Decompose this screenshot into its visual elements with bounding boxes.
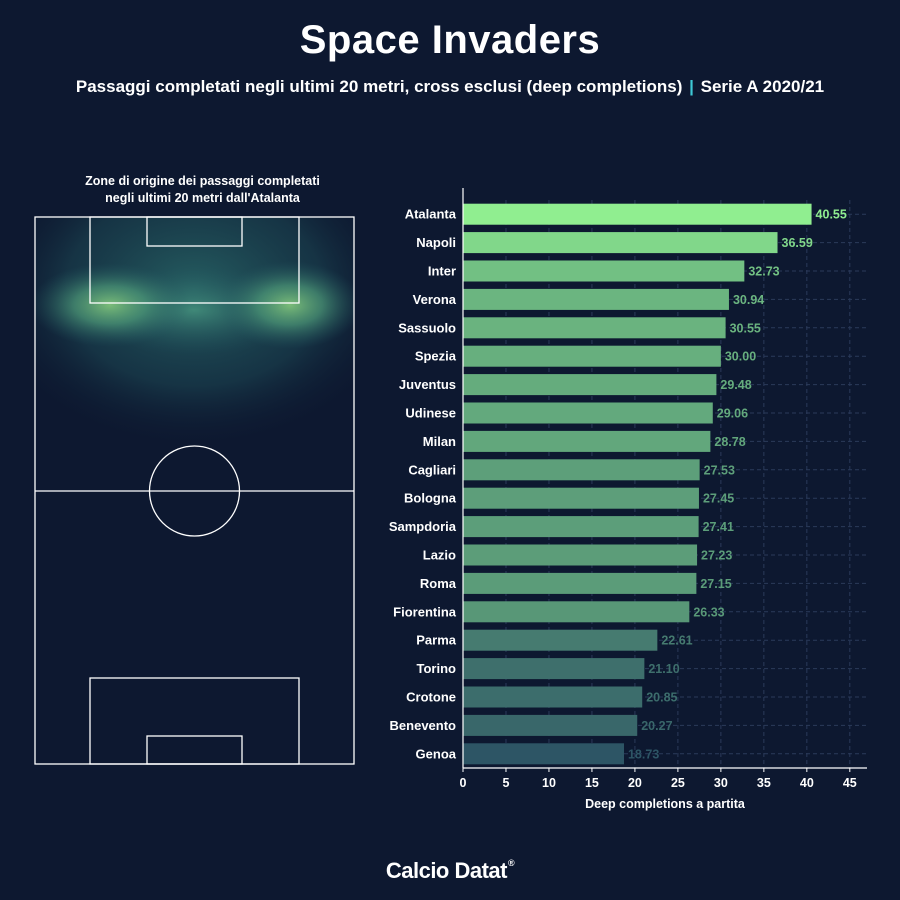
category-label: Napoli (416, 235, 456, 250)
value-label: 28.78 (714, 435, 745, 449)
bar-napoli (463, 232, 778, 254)
value-label: 29.48 (720, 378, 751, 392)
value-label: 20.27 (641, 719, 672, 733)
bar-atalanta (463, 203, 812, 225)
category-label: Benevento (390, 718, 457, 733)
bar-juventus (463, 374, 717, 396)
x-tick-label: 30 (714, 776, 728, 790)
x-tick-label: 0 (460, 776, 467, 790)
value-label: 18.73 (628, 747, 659, 761)
category-label: Lazio (423, 548, 456, 563)
pitch-caption-line1: Zone di origine dei passaggi completati (85, 174, 320, 188)
category-label: Verona (413, 292, 457, 307)
bar-genoa (463, 743, 624, 765)
bar-spezia (463, 345, 721, 367)
x-tick-label: 5 (503, 776, 510, 790)
value-label: 26.33 (693, 605, 724, 619)
value-label: 30.94 (733, 293, 764, 307)
value-label: 40.55 (816, 208, 847, 222)
bar-cagliari (463, 459, 700, 481)
category-label: Sampdoria (389, 519, 457, 534)
bar-verona (463, 288, 729, 310)
value-label: 27.41 (703, 520, 734, 534)
calcio-datat-logo: Calcio Datat® (0, 858, 900, 884)
category-label: Cagliari (408, 462, 456, 477)
x-tick-label: 10 (542, 776, 556, 790)
bar-roma (463, 572, 697, 594)
category-label: Sassuolo (398, 320, 456, 335)
category-label: Udinese (405, 406, 456, 421)
pitch-lines (34, 216, 355, 765)
category-label: Inter (428, 264, 456, 279)
value-label: 29.06 (717, 407, 748, 421)
subtitle-main: Passaggi completati negli ultimi 20 metr… (75, 77, 683, 96)
value-label: 30.55 (730, 321, 761, 335)
bar-benevento (463, 714, 638, 736)
subtitle-league: Serie A 2020/21 (700, 77, 825, 96)
x-axis-label: Deep completions a partita (585, 797, 746, 811)
bar-crotone (463, 686, 643, 708)
bar-udinese (463, 402, 713, 424)
bar-inter (463, 260, 745, 282)
value-label: 27.23 (701, 549, 732, 563)
logo-text: Calcio Datat (385, 858, 508, 883)
category-label: Atalanta (405, 207, 457, 222)
page-title: Space Invaders (299, 18, 601, 62)
value-label: 21.10 (648, 662, 679, 676)
bar-bologna (463, 487, 699, 509)
value-label: 22.61 (661, 634, 692, 648)
bar-sassuolo (463, 317, 726, 339)
value-label: 27.45 (703, 492, 734, 506)
category-label: Genoa (416, 746, 457, 761)
x-tick-label: 15 (585, 776, 599, 790)
top-goal-box (146, 216, 243, 247)
subtitle-separator: | (689, 77, 694, 96)
category-label: Milan (423, 434, 456, 449)
bar-fiorentina (463, 601, 690, 623)
logo-mark: ® (508, 858, 515, 868)
x-tick-label: 45 (843, 776, 857, 790)
category-label: Torino (417, 661, 457, 676)
value-label: 32.73 (748, 265, 779, 279)
category-label: Spezia (415, 349, 457, 364)
pitch-caption-line2: negli ultimi 20 metri dall'Atalanta (105, 191, 300, 205)
category-label: Crotone (406, 690, 456, 705)
category-label: Juventus (399, 377, 456, 392)
value-label: 20.85 (646, 691, 677, 705)
value-label: 27.15 (700, 577, 731, 591)
pitch-caption: Zone di origine dei passaggi completati … (35, 173, 370, 207)
category-label: Roma (420, 576, 457, 591)
x-tick-label: 20 (628, 776, 642, 790)
x-tick-label: 25 (671, 776, 685, 790)
heat-hotspot-right (218, 261, 354, 349)
bottom-goal-box (146, 735, 243, 765)
category-label: Bologna (404, 491, 457, 506)
value-label: 27.53 (704, 463, 735, 477)
x-tick-label: 35 (757, 776, 771, 790)
bar-sampdoria (463, 516, 699, 538)
category-label: Fiorentina (393, 604, 457, 619)
category-label: Parma (416, 633, 457, 648)
bar-parma (463, 629, 658, 651)
bar-milan (463, 430, 711, 452)
value-label: 30.00 (725, 350, 756, 364)
x-tick-label: 40 (800, 776, 814, 790)
heat-hotspot-left (35, 263, 190, 347)
value-label: 36.59 (782, 236, 813, 250)
bar-torino (463, 658, 645, 680)
center-circle (148, 445, 241, 537)
page-subtitle: Passaggi completati negli ultimi 20 metr… (0, 77, 900, 97)
bar-lazio (463, 544, 698, 566)
